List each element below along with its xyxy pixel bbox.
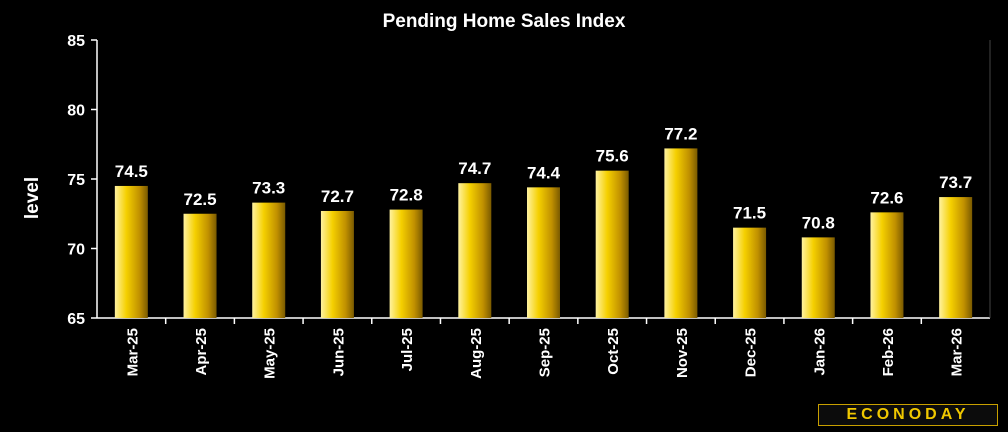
bar-value-label: 72.8 xyxy=(390,186,423,205)
bar-value-label: 74.7 xyxy=(458,159,491,178)
bar xyxy=(733,227,767,318)
x-tick-label: Apr-25 xyxy=(193,328,210,376)
bar xyxy=(114,185,148,318)
bar-value-label: 75.6 xyxy=(596,147,629,166)
bar-value-label: 74.5 xyxy=(115,162,148,181)
bar xyxy=(252,202,286,318)
x-tick-label: Sep-25 xyxy=(537,328,554,377)
bar xyxy=(320,210,354,318)
x-tick-label: Feb-26 xyxy=(880,328,897,376)
bar xyxy=(389,209,423,318)
bar-value-label: 71.5 xyxy=(733,204,766,223)
bar xyxy=(801,237,835,318)
plot-area: 65 70 75 80 85 74.5 Mar-25 72.5 Apr-25 73.3 May-25… xyxy=(67,33,991,379)
y-tick-label: 65 xyxy=(67,311,85,328)
x-tick-label: Oct-25 xyxy=(605,328,622,375)
y-tick-label: 80 xyxy=(67,103,85,120)
y-tick-label: 75 xyxy=(67,172,85,189)
y-axis-label: level xyxy=(22,177,43,219)
bar xyxy=(527,187,560,318)
bar xyxy=(595,170,629,318)
x-tick-label: Jan-26 xyxy=(811,328,828,376)
bar-value-label: 72.6 xyxy=(870,188,903,207)
bar xyxy=(458,183,492,318)
bar xyxy=(939,197,973,318)
x-tick-label: Nov-25 xyxy=(674,328,691,378)
bar-value-label: 72.7 xyxy=(321,187,354,206)
logo-text: ECONODAY xyxy=(846,406,970,423)
econoday-logo: ECONODAY xyxy=(818,404,998,426)
chart-title: Pending Home Sales Index xyxy=(383,11,626,32)
x-tick-label: Jul-25 xyxy=(399,328,416,371)
bar xyxy=(183,213,217,318)
bar-value-label: 73.7 xyxy=(939,173,972,192)
bar-value-label: 73.3 xyxy=(252,179,285,198)
bar-value-label: 74.4 xyxy=(527,163,561,182)
bar-value-label: 70.8 xyxy=(802,213,835,232)
bar xyxy=(664,148,698,318)
x-tick-label: Dec-25 xyxy=(743,328,760,377)
x-tick-label: May-25 xyxy=(262,328,279,379)
y-tick-label: 70 xyxy=(67,242,85,259)
bar-value-label: 72.5 xyxy=(183,190,216,209)
x-tick-label: Jun-25 xyxy=(330,328,347,376)
bar-value-label: 77.2 xyxy=(664,124,697,143)
bar xyxy=(870,212,904,318)
y-tick-label: 85 xyxy=(67,33,85,50)
x-tick-label: Mar-26 xyxy=(949,328,966,376)
x-tick-label: Aug-25 xyxy=(468,328,485,379)
x-tick-label: Mar-25 xyxy=(124,328,141,376)
